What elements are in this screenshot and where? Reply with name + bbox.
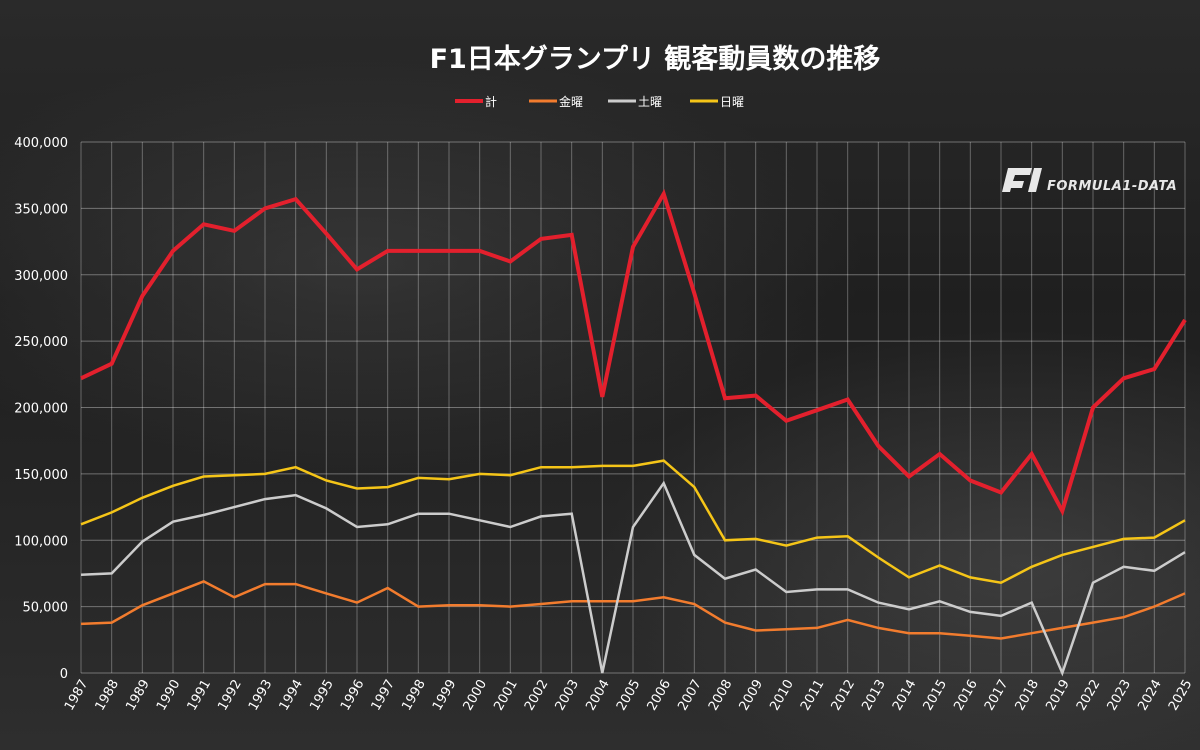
x-tick-label-1995: 1995 (307, 677, 337, 713)
x-tick-label-1988: 1988 (93, 677, 123, 713)
series-line-2 (80, 480, 1186, 677)
y-tick-label: 0 (60, 667, 68, 682)
x-tick-label-1993: 1993 (246, 677, 276, 713)
x-tick-label-1996: 1996 (338, 677, 368, 713)
y-tick-label: 400,000 (14, 136, 68, 151)
y-tick-label: 250,000 (14, 335, 68, 350)
legend-label-3: 日曜 (720, 95, 744, 109)
y-tick-label: 200,000 (14, 402, 68, 417)
y-tick-label: 50,000 (23, 601, 69, 616)
x-tick-label-2012: 2012 (829, 677, 859, 713)
x-tick-label-1991: 1991 (185, 677, 215, 713)
legend-label-2: 土曜 (638, 95, 662, 109)
series-line-0 (80, 188, 1187, 517)
x-tick-label-2000: 2000 (461, 677, 491, 713)
y-tick-label: 300,000 (14, 269, 68, 284)
f1-logo-stroke-icon (1028, 168, 1042, 192)
x-tick-label-2019: 2019 (1043, 677, 1073, 713)
legend-label-0: 計 (485, 94, 497, 109)
x-tick-label-2023: 2023 (1105, 677, 1135, 713)
x-tick-label-2006: 2006 (645, 677, 675, 713)
x-tick-label-2015: 2015 (921, 677, 951, 713)
x-tick-label-2010: 2010 (767, 677, 797, 713)
y-tick-label: 350,000 (14, 202, 68, 217)
x-tick-label-2004: 2004 (583, 677, 613, 713)
x-tick-label-2022: 2022 (1074, 677, 1104, 713)
x-tick-label-1990: 1990 (154, 677, 184, 713)
x-tick-label-2002: 2002 (522, 677, 552, 713)
x-tick-label-1989: 1989 (123, 677, 153, 713)
x-tick-label-2014: 2014 (890, 677, 920, 713)
f1-logo-icon (1002, 168, 1032, 192)
x-tick-label-2011: 2011 (798, 677, 828, 713)
x-tick-label-2005: 2005 (614, 677, 644, 713)
x-tick-label-2018: 2018 (1013, 677, 1043, 713)
series-line-1 (80, 580, 1186, 640)
y-tick-label: 150,000 (14, 468, 68, 483)
x-tick-label-1999: 1999 (430, 677, 460, 713)
x-tick-label-1998: 1998 (399, 677, 429, 713)
x-tick-label-2024: 2024 (1135, 677, 1165, 713)
series-line-3 (80, 459, 1186, 585)
x-tick-label-2025: 2025 (1166, 677, 1196, 713)
x-tick-label-2017: 2017 (982, 677, 1012, 713)
x-tick-label-2013: 2013 (859, 677, 889, 713)
x-tick-label-1987: 1987 (62, 677, 92, 713)
legend-label-1: 金曜 (559, 94, 583, 109)
x-tick-label-1992: 1992 (215, 677, 245, 713)
x-tick-label-2016: 2016 (951, 677, 981, 713)
y-tick-label: 100,000 (14, 534, 68, 549)
x-tick-label-2008: 2008 (706, 677, 736, 713)
x-tick-label-2003: 2003 (553, 677, 583, 713)
x-tick-label-2009: 2009 (737, 677, 767, 713)
chart-title: F1日本グランプリ 観客動員数の推移 (430, 43, 881, 75)
x-tick-label-2001: 2001 (491, 677, 521, 713)
formula1-data-logo: FORMULA1-DATA (1002, 168, 1177, 194)
x-axis-ticks: 1987 1988 1989 1990 1991 1992 1993 1994 1995 1996… (62, 677, 1196, 713)
x-tick-label-1997: 1997 (369, 677, 399, 713)
legend: 計 金曜 土曜 日曜 (455, 94, 744, 109)
series-lines (80, 188, 1187, 677)
x-tick-label-1994: 1994 (277, 677, 307, 713)
logo-text: FORMULA1-DATA (1047, 179, 1177, 194)
x-tick-label-2007: 2007 (675, 677, 705, 713)
grid (80, 141, 1186, 674)
y-axis-ticks: 0 50,000 100,000 150,000 200,000 250,000 300,0… (14, 136, 68, 682)
